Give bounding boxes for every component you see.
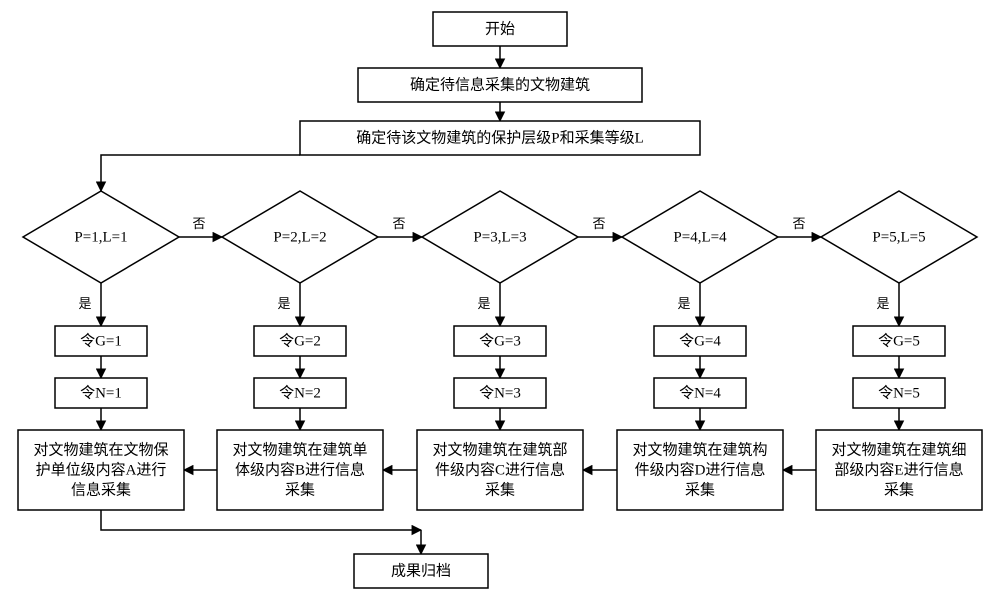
node-label-p3-line1: 件级内容C进行信息: [435, 461, 565, 478]
edge-label-10: 否: [592, 216, 605, 231]
node-label-p5-line0: 对文物建筑在建筑细: [831, 441, 966, 458]
node-label-p2-line0: 对文物建筑在建筑单: [232, 441, 367, 458]
edge-2: [101, 155, 300, 191]
node-label-g1: 令G=1: [80, 332, 122, 349]
edge-label-3: 是: [78, 296, 91, 311]
edge-label-9: 否: [392, 216, 405, 231]
node-label-p4-line0: 对文物建筑在建筑构: [632, 441, 767, 458]
node-label-p4-line2: 采集: [685, 481, 715, 498]
edge-label-5: 是: [477, 296, 490, 311]
edge-26: [101, 510, 421, 530]
node-label-g4: 令G=4: [679, 332, 721, 349]
node-label-d2: P=2,L=2: [273, 229, 326, 245]
node-label-g5: 令G=5: [878, 332, 920, 349]
node-label-p1-line2: 信息采集: [71, 481, 131, 498]
edge-label-6: 是: [677, 296, 690, 311]
node-label-n3: 令N=3: [479, 384, 521, 401]
flowchart: 开始确定待信息采集的文物建筑确定待该文物建筑的保护层级P和采集等级L P=1,L=…: [0, 0, 1000, 601]
node-label-d1: P=1,L=1: [74, 229, 127, 245]
node-label-g2: 令G=2: [279, 332, 321, 349]
node-label-n4: 令N=4: [679, 384, 721, 401]
node-label-p5-line1: 部级内容E进行信息: [834, 461, 963, 478]
node-label-d3: P=3,L=3: [473, 229, 526, 245]
node-label-p1-line1: 护单位级内容A进行: [36, 461, 167, 478]
edge-label-4: 是: [277, 296, 290, 311]
node-label-start: 开始: [485, 20, 515, 37]
node-label-d5: P=5,L=5: [872, 229, 925, 245]
edge-label-11: 否: [792, 216, 805, 231]
node-label-n2: 令N=2: [279, 384, 321, 401]
node-label-n5: 令N=5: [878, 384, 920, 401]
node-label-p2-line2: 采集: [285, 481, 315, 498]
node-label-p4-line1: 件级内容D进行信息: [635, 461, 766, 478]
node-label-p5-line2: 采集: [884, 481, 914, 498]
node-label-p2-line1: 体级内容B进行信息: [235, 461, 365, 478]
edge-label-8: 否: [192, 216, 205, 231]
node-label-p3-line2: 采集: [485, 481, 515, 498]
edge-label-7: 是: [876, 296, 889, 311]
node-label-g3: 令G=3: [479, 332, 521, 349]
node-label-p1-line0: 对文物建筑在文物保: [33, 441, 168, 458]
node-label-step2: 确定待该文物建筑的保护层级P和采集等级L: [356, 128, 644, 146]
node-label-end: 成果归档: [391, 562, 451, 579]
node-label-p3-line0: 对文物建筑在建筑部: [432, 441, 567, 458]
node-label-step1: 确定待信息采集的文物建筑: [410, 76, 590, 93]
node-label-n1: 令N=1: [80, 384, 122, 401]
node-label-d4: P=4,L=4: [673, 229, 727, 245]
